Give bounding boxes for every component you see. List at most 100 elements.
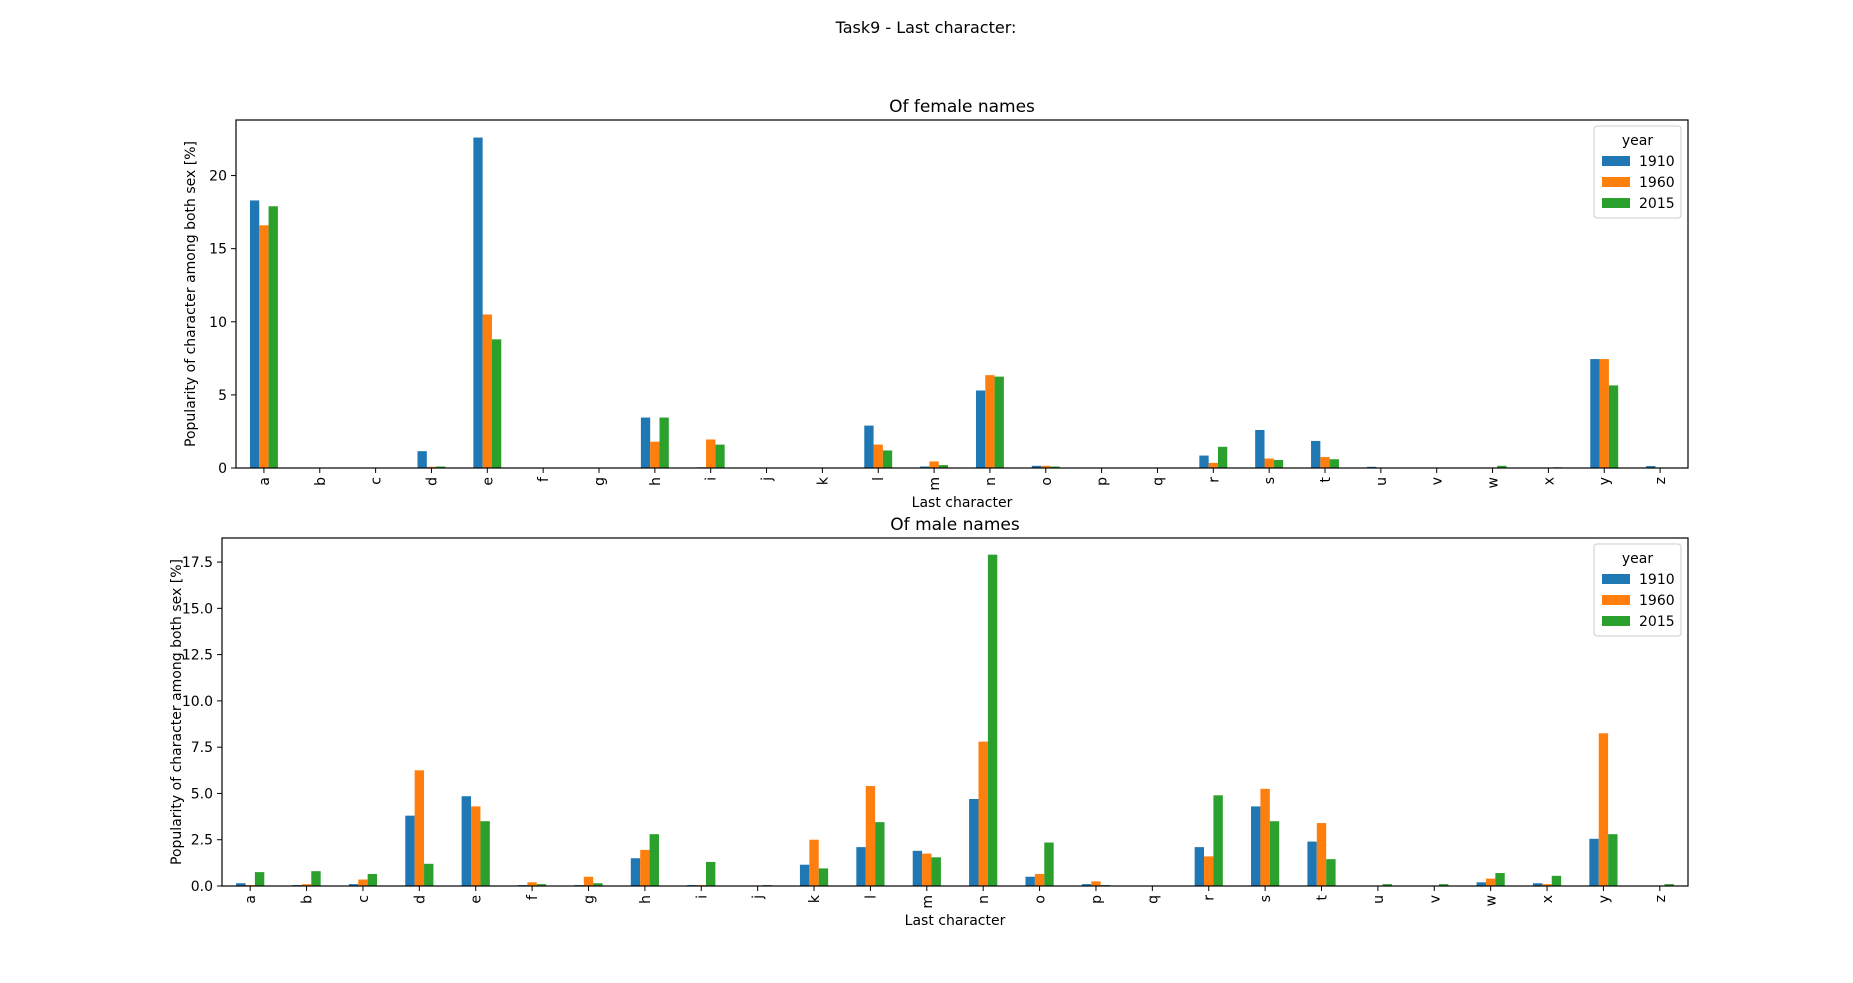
female-legend-box bbox=[1593, 125, 1682, 219]
female-xtick-label: k bbox=[815, 476, 831, 485]
male-xtick-label: j bbox=[751, 895, 767, 900]
male-bar-1960-h bbox=[640, 849, 650, 886]
female-xtick-label: c bbox=[369, 477, 385, 485]
female-legend-swatch-2015 bbox=[1602, 198, 1630, 208]
male-bar-1960-s bbox=[1260, 788, 1270, 886]
male-subplot-title: Of male names bbox=[890, 515, 1020, 535]
male-bar-2015-s bbox=[1269, 821, 1280, 886]
male-bar-1960-c bbox=[358, 879, 368, 886]
male-xtick-label: q bbox=[1145, 895, 1161, 904]
male-legend-label-1910: 1910 bbox=[1639, 572, 1675, 588]
male-bar-2015-t bbox=[1326, 859, 1336, 886]
female-bar-1960-m bbox=[929, 461, 939, 468]
female-xtick-label: n bbox=[983, 477, 999, 486]
male-bar-1960-b bbox=[301, 884, 312, 886]
male-xtick-label: s bbox=[1258, 895, 1274, 902]
male-bar-1910-d bbox=[405, 815, 415, 886]
female-bar-1960-h bbox=[650, 441, 660, 468]
male-bar-2015-a bbox=[254, 872, 265, 886]
male-bar-1910-c bbox=[348, 884, 359, 886]
male-bar-1910-o bbox=[1025, 876, 1035, 886]
female-bar-2015-a bbox=[268, 206, 278, 468]
male-legend: year 1910 1960 2015 bbox=[1593, 543, 1682, 637]
male-legend-swatch-1960 bbox=[1602, 595, 1630, 605]
female-ytick-label: 0 bbox=[218, 461, 227, 477]
male-xtick-label: l bbox=[863, 895, 879, 899]
female-subplot: Of female names 0 5 10 15 20 a b c d e f g h i j k l m n o p q… bbox=[183, 97, 1689, 511]
male-bar-1910-r bbox=[1194, 847, 1205, 886]
male-bar-2015-n bbox=[987, 554, 998, 886]
female-bar-1910-h bbox=[640, 417, 651, 468]
male-bar-1960-d bbox=[414, 770, 425, 886]
male-bar-1910-n bbox=[969, 799, 979, 886]
male-xtick-label: n bbox=[976, 895, 992, 904]
female-bar-1910-n bbox=[975, 390, 986, 468]
male-xtick-label: g bbox=[582, 895, 598, 904]
male-axes-frame bbox=[221, 537, 1689, 887]
male-xtick-label: p bbox=[1089, 895, 1105, 904]
male-bar-1960-l bbox=[865, 786, 876, 886]
male-bar-1910-a bbox=[236, 883, 246, 886]
male-bar-1910-m bbox=[912, 850, 923, 886]
female-legend-label-1960: 1960 bbox=[1639, 175, 1675, 191]
male-xtick-label: t bbox=[1315, 895, 1331, 901]
female-bar-1960-t bbox=[1320, 457, 1330, 468]
female-bar-1910-e bbox=[473, 137, 483, 469]
male-xtick-label: a bbox=[243, 895, 259, 904]
male-bar-1960-f bbox=[527, 882, 537, 886]
male-bar-2015-d bbox=[424, 863, 434, 886]
female-xtick-label: d bbox=[424, 477, 440, 486]
female-bar-2015-w bbox=[1497, 465, 1507, 468]
male-legend-box bbox=[1593, 543, 1682, 637]
male-legend-label-2015: 2015 bbox=[1639, 614, 1675, 630]
female-ytick-label: 10 bbox=[209, 315, 227, 331]
male-legend-title: year bbox=[1622, 551, 1653, 567]
male-ytick-label: 10.0 bbox=[182, 694, 213, 710]
male-bar-2015-z bbox=[1664, 884, 1674, 886]
female-bar-1910-l bbox=[864, 425, 874, 468]
female-bar-1910-z bbox=[1646, 466, 1656, 468]
female-xtick-label: r bbox=[1206, 477, 1222, 483]
female-bar-1960-e bbox=[482, 314, 492, 468]
female-legend: year 1910 1960 2015 bbox=[1593, 125, 1682, 219]
female-bar-1910-m bbox=[920, 466, 930, 468]
female-legend-title: year bbox=[1622, 133, 1653, 149]
male-xtick-label: f bbox=[525, 894, 541, 900]
male-ytick-label: 15.0 bbox=[182, 601, 213, 617]
male-xtick-label: r bbox=[1202, 895, 1218, 901]
male-bar-1960-w bbox=[1485, 878, 1496, 886]
female-xtick-label: i bbox=[704, 477, 720, 481]
female-xtick-label: l bbox=[871, 477, 887, 481]
female-xtick-label: m bbox=[927, 477, 943, 491]
male-bar-2015-v bbox=[1438, 884, 1449, 886]
female-xtick-label: g bbox=[592, 477, 608, 486]
male-bar-1960-e bbox=[471, 806, 481, 886]
female-bar-2015-t bbox=[1329, 459, 1339, 468]
male-bar-2015-h bbox=[649, 834, 659, 886]
female-bar-2015-l bbox=[882, 450, 893, 468]
male-bar-2015-g bbox=[593, 883, 603, 886]
male-ytick-label: 17.5 bbox=[182, 555, 213, 571]
female-ytick-label: 5 bbox=[218, 388, 227, 404]
male-xtick-label: v bbox=[1427, 895, 1443, 903]
female-bar-1910-r bbox=[1199, 455, 1209, 468]
female-xtick-label: a bbox=[257, 477, 273, 486]
female-bar-2015-s bbox=[1273, 459, 1284, 468]
male-bar-1960-o bbox=[1034, 873, 1045, 886]
female-subplot-title: Of female names bbox=[889, 97, 1035, 117]
male-xtick-label: e bbox=[469, 895, 485, 904]
female-bar-2015-h bbox=[659, 417, 669, 468]
male-bar-2015-r bbox=[1213, 795, 1223, 886]
female-bar-2015-r bbox=[1217, 446, 1228, 468]
female-yaxis-label: Popularity of character among both sex [… bbox=[183, 141, 199, 447]
female-legend-swatch-1960 bbox=[1602, 177, 1630, 187]
female-xtick-label: h bbox=[648, 477, 664, 486]
male-bar-1960-m bbox=[922, 853, 932, 886]
male-bar-2015-e bbox=[480, 821, 490, 886]
male-bar-1910-e bbox=[461, 796, 472, 886]
male-xtick-label: y bbox=[1596, 895, 1612, 903]
female-bar-1910-s bbox=[1255, 429, 1265, 468]
male-bar-2015-o bbox=[1044, 842, 1054, 886]
male-bar-1960-t bbox=[1316, 823, 1327, 886]
female-xtick-label: p bbox=[1095, 477, 1111, 486]
